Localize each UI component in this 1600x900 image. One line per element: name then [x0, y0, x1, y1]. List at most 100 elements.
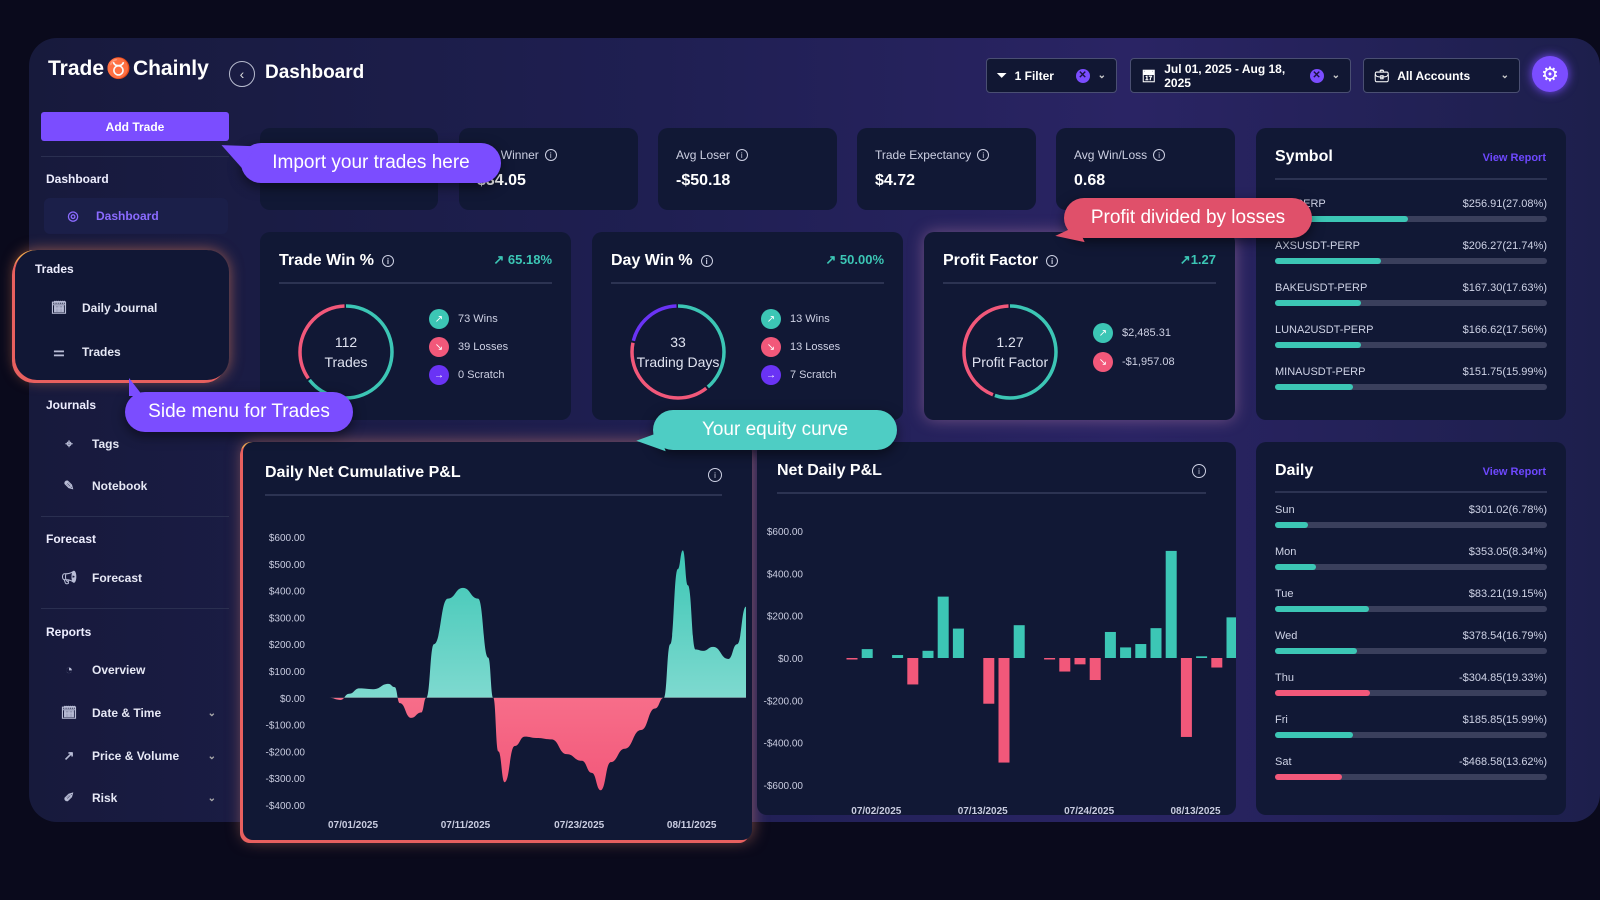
profit-factor-donut — [962, 304, 1058, 400]
y-tick-label: $200.00 — [269, 640, 306, 651]
legend-scratch: → 7 Scratch — [761, 365, 836, 385]
progress-fill — [1275, 690, 1370, 696]
clear-date-icon[interactable]: ✕ — [1309, 68, 1324, 83]
sidebar-item-label: Overview — [92, 662, 146, 677]
tooltip-profit-factor: Profit divided by losses — [1064, 198, 1312, 238]
chevron-down-icon: ⌄ — [1097, 70, 1106, 81]
trend-up-icon: ↗ — [761, 309, 781, 329]
card-title: Trade Win % — [279, 252, 374, 269]
divider — [777, 492, 1206, 494]
item-name: BAKEUSDT-PERP — [1275, 282, 1368, 294]
back-button[interactable]: ‹ — [229, 61, 255, 87]
chevron-down-icon: ⌄ — [207, 792, 216, 804]
legend-wins: ↗ 73 Wins — [429, 309, 498, 329]
list-item: Thu -$304.85(19.33%) — [1275, 672, 1547, 696]
trend-down-icon: ↘ — [429, 337, 449, 357]
sidebar-item-label: Dashboard — [96, 209, 159, 223]
sidebar-item-date-time[interactable]: 🗓︎ Date & Time ⌄ — [60, 705, 216, 721]
bar — [1089, 658, 1101, 681]
section-label-dashboard: Dashboard — [46, 172, 109, 186]
stat-card-trade-expectancy: Trade Expectancy i $4.72 — [857, 128, 1036, 210]
progress-bar — [1275, 384, 1547, 390]
info-icon[interactable]: i — [1046, 255, 1059, 267]
profit-factor-card: Profit Factor i ↗1.27 1.27 Profit Factor ↗… — [924, 232, 1235, 420]
sidebar-item-price-volume[interactable]: ↗ Price & Volume ⌄ — [60, 748, 216, 764]
item-name: Thu — [1275, 672, 1294, 684]
x-tick-label: 08/11/2025 — [667, 820, 717, 831]
trend-up-icon: ↗ — [825, 252, 840, 267]
sidebar-item-overview[interactable]: ◔ Overview — [60, 662, 240, 677]
item-name: Fri — [1275, 714, 1288, 726]
divider — [41, 156, 229, 157]
donut-value: 33 — [670, 334, 686, 350]
stat-card-avg-win-loss: Avg Win/Loss i 0.68 — [1056, 128, 1235, 210]
edit-icon: ✎ — [63, 478, 75, 493]
divider — [611, 282, 884, 284]
tag-icon: ⌖ — [65, 436, 73, 451]
filter-label: 1 Filter — [1014, 68, 1054, 83]
filter-dropdown[interactable]: ⏷ 1 Filter ✕ ⌄ — [986, 58, 1117, 93]
divider — [943, 282, 1216, 284]
info-icon[interactable]: i — [700, 255, 713, 267]
item-name: Sun — [1275, 504, 1295, 516]
stat-label: Avg Loser — [676, 148, 730, 162]
sidebar-item-dashboard[interactable]: ◎ Dashboard — [44, 198, 228, 234]
y-tick-label: $100.00 — [269, 667, 306, 678]
bar — [1120, 647, 1132, 658]
bar — [1180, 658, 1192, 737]
info-icon[interactable]: i — [381, 255, 394, 267]
bar — [1013, 625, 1025, 658]
list-item: MINAUSDT-PERP $151.75(15.99%) — [1275, 366, 1547, 390]
cumulative-pnl-chart: $600.00 $500.00 $400.00 $300.00 $200.00 $100.… — [266, 533, 746, 831]
view-report-link[interactable]: View Report — [1482, 466, 1546, 478]
x-tick-label: 08/13/2025 — [1170, 806, 1220, 815]
settings-button[interactable]: ⚙ — [1532, 56, 1568, 92]
item-amount: $166.62(17.56%) — [1462, 324, 1547, 336]
day-win-donut — [630, 304, 726, 400]
info-icon[interactable]: i — [977, 149, 990, 161]
sidebar-item-risk[interactable]: ✐ Risk ⌄ — [60, 790, 216, 806]
calendar-icon: 📅︎ — [1141, 68, 1157, 83]
info-icon[interactable]: i — [1192, 464, 1206, 478]
add-trade-button[interactable]: Add Trade — [41, 112, 229, 141]
bar — [1074, 658, 1086, 665]
page-title: Dashboard — [265, 62, 365, 83]
info-icon[interactable]: i — [708, 468, 722, 482]
info-icon[interactable]: i — [544, 149, 557, 161]
sidebar-item-tags[interactable]: ⌖ Tags — [60, 436, 240, 452]
y-tick-label: $300.00 — [269, 613, 306, 624]
progress-bar — [1275, 732, 1547, 738]
item-amount: -$304.85(19.33%) — [1458, 672, 1547, 684]
legend-label: 13 Losses — [790, 341, 841, 353]
date-range-picker[interactable]: 📅︎ Jul 01, 2025 - Aug 18, 2025 ✕ ⌄ — [1130, 58, 1351, 93]
chevron-down-icon: ⌄ — [207, 707, 216, 719]
accounts-label: All Accounts — [1397, 68, 1471, 83]
sidebar-item-daily-journal[interactable]: 🗓︎ Daily Journal — [50, 300, 230, 316]
profit-factor-value: 1.27 — [1190, 252, 1216, 267]
info-icon[interactable]: i — [1153, 149, 1166, 161]
info-icon[interactable]: i — [735, 149, 748, 161]
divider — [265, 494, 722, 496]
chart-title: Net Daily P&L — [777, 462, 882, 479]
day-win-pct: 50.00% — [839, 252, 884, 267]
progress-bar — [1275, 648, 1547, 654]
arrow-right-icon: → — [761, 365, 781, 385]
card-title: Symbol — [1275, 148, 1333, 165]
x-tick-label: 07/23/2025 — [554, 820, 604, 831]
y-tick-label: $400.00 — [269, 587, 306, 598]
sidebar-item-label: Trades — [82, 345, 121, 359]
sidebar-item-trades[interactable]: ⚌ Trades — [50, 344, 230, 360]
tooltip-equity-curve: Your equity curve — [653, 410, 897, 450]
stat-value: $4.72 — [875, 172, 916, 189]
donut-segment — [298, 304, 394, 400]
sidebar-item-notebook[interactable]: ✎ Notebook — [60, 478, 240, 494]
donut-label: Trades — [324, 354, 368, 370]
accounts-dropdown[interactable]: 💼︎ All Accounts ⌄ — [1363, 58, 1520, 93]
clear-filter-icon[interactable]: ✕ — [1075, 68, 1090, 83]
sidebar-item-forecast[interactable]: 📢︎ Forecast — [60, 570, 240, 586]
logo[interactable]: Trade ♉ Chainly — [48, 56, 209, 81]
legend-label: 7 Scratch — [790, 369, 837, 381]
view-report-link[interactable]: View Report — [1482, 152, 1546, 164]
bar — [1211, 658, 1223, 668]
gear-icon: ⚙ — [1541, 63, 1559, 86]
